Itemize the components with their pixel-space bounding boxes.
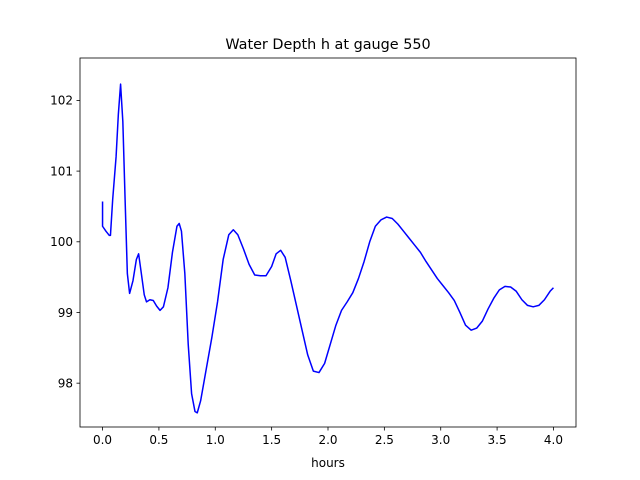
series-line-0: [101, 83, 554, 414]
x-tick-label: 0.5: [149, 433, 168, 447]
y-tick-label: 99: [58, 306, 73, 320]
x-tick-label: 3.5: [488, 433, 507, 447]
y-tick-label: 100: [50, 235, 73, 249]
x-tick-label: 1.5: [262, 433, 281, 447]
x-tick-label: 2.0: [318, 433, 337, 447]
y-tick-label: 102: [50, 94, 73, 108]
y-tick-label: 98: [58, 376, 73, 390]
x-axis-label: hours: [311, 456, 345, 470]
y-axis-ticks: 98 99 100 101 102: [50, 94, 80, 390]
x-tick-label: 2.5: [375, 433, 394, 447]
x-tick-label: 3.0: [431, 433, 450, 447]
x-axis-ticks: 0.0 0.5 1.0 1.5 2.0 2.5 3.0 3.5 4.0: [93, 427, 563, 447]
x-tick-label: 0.0: [93, 433, 112, 447]
chart-title: Water Depth h at gauge 550: [225, 37, 430, 53]
x-tick-label: 4.0: [544, 433, 563, 447]
y-tick-label: 101: [50, 164, 73, 178]
x-tick-label: 1.0: [206, 433, 225, 447]
